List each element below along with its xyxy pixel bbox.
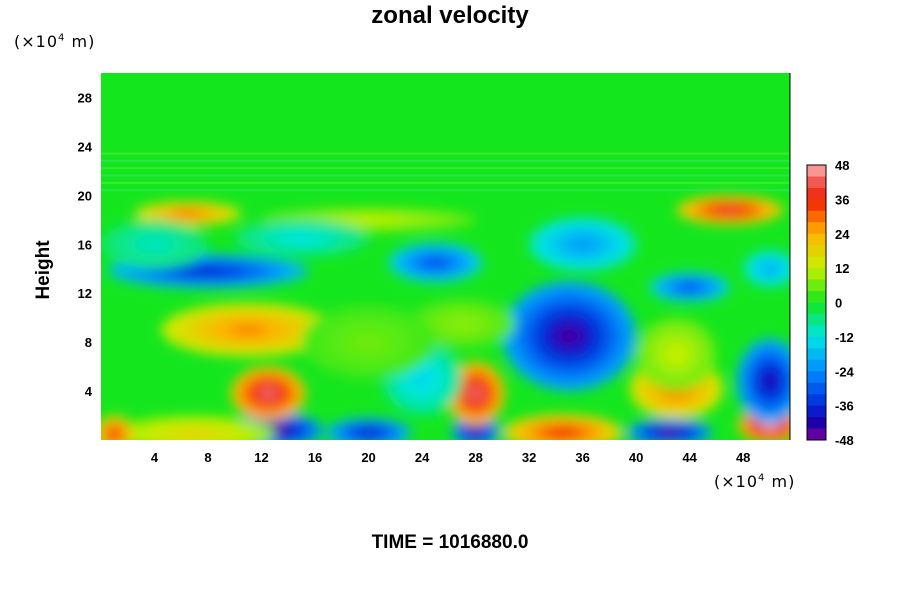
velocity-feature [668, 347, 685, 362]
colorbar-tick-label: 24 [835, 227, 850, 242]
x-tick-label: 48 [736, 450, 750, 465]
y-tick-label: 24 [78, 139, 93, 154]
colorbar-tick-label: 12 [835, 261, 849, 276]
velocity-feature [355, 334, 382, 350]
colorbar-tick-label: -24 [835, 364, 855, 379]
velocity-feature [661, 429, 679, 436]
colorbar-tick-label: 0 [835, 296, 842, 311]
y-tick-label: 4 [85, 384, 93, 399]
x-tick-label: 12 [254, 450, 268, 465]
colorbar-tick-label: -48 [835, 433, 854, 448]
colorbar-segment [807, 302, 826, 315]
colorbar-segment [807, 245, 826, 258]
velocity-feature [719, 207, 741, 213]
colorbar-segment [807, 382, 826, 395]
velocity-feature [764, 265, 776, 273]
velocity-feature [110, 430, 119, 438]
y-axis-unit: (×104 m) [14, 32, 96, 51]
velocity-feature [426, 258, 445, 267]
colorbar-segment [807, 279, 826, 292]
velocity-feature [550, 428, 575, 437]
y-tick-label: 28 [78, 90, 92, 105]
colorbar: 48 36 24 12 0 -12 -24 -36 -48 [806, 158, 855, 448]
colorbar-segment [807, 256, 826, 269]
colorbar-segment [807, 336, 826, 349]
x-tick-label: 36 [575, 450, 589, 465]
x-tick-label: 16 [308, 450, 322, 465]
colorbar-segment [807, 222, 826, 235]
velocity-feature [177, 211, 199, 217]
colorbar-segment [807, 405, 826, 418]
colorbar-segment [807, 210, 826, 223]
colorbar-tick-label: 48 [835, 158, 849, 173]
colorbar-segment [807, 199, 826, 212]
velocity-feature [451, 318, 473, 329]
y-tick-label: 16 [78, 237, 92, 252]
stratified-band [101, 189, 790, 192]
stratified-band [101, 181, 790, 184]
velocity-feature [470, 428, 481, 435]
colorbar-segment [807, 233, 826, 246]
x-tick-label: 44 [682, 450, 697, 465]
velocity-feature [763, 372, 777, 390]
stratified-band [101, 167, 790, 170]
velocity-feature [360, 429, 378, 436]
velocity-feature [230, 324, 266, 336]
colorbar-tick-label: -12 [835, 330, 854, 345]
x-tick-label: 20 [361, 450, 375, 465]
velocity-feature [187, 267, 229, 275]
stratified-band [101, 159, 790, 162]
chart-title: zonal velocity [371, 2, 529, 29]
x-tick-label: 24 [415, 450, 430, 465]
velocity-feature [347, 217, 390, 223]
stratified-band [101, 174, 790, 177]
colorbar-tick-label: 36 [835, 192, 849, 207]
velocity-feature [414, 371, 431, 387]
colorbar-segment [807, 428, 826, 441]
velocity-feature [555, 325, 583, 348]
colorbar-frame [806, 164, 827, 441]
colorbar-segment [807, 176, 826, 189]
velocity-feature [288, 234, 316, 242]
colorbar-segment [807, 187, 826, 200]
colorbar-segment [807, 371, 826, 384]
x-tick-label: 32 [522, 450, 536, 465]
x-tick-label: 40 [629, 450, 643, 465]
colorbar-segment [807, 325, 826, 338]
time-label: TIME = 1016880.0 [371, 532, 529, 553]
x-tick-label: 8 [204, 450, 211, 465]
velocity-feature [178, 430, 211, 438]
colorbar-segment [807, 268, 826, 281]
velocity-feature [143, 239, 166, 250]
colorbar-segment [807, 313, 826, 326]
colorbar-segment [807, 165, 826, 177]
y-tick-label: 12 [78, 286, 92, 301]
colorbar-segment [807, 291, 826, 303]
colorbar-segment [807, 417, 826, 430]
x-tick-label: 4 [151, 450, 159, 465]
x-tick-label: 28 [468, 450, 482, 465]
colorbar-segment [807, 394, 826, 407]
velocity-feature [681, 284, 698, 291]
colorbar-tick-label: -36 [835, 399, 854, 414]
velocity-feature [260, 388, 276, 399]
plot-area [101, 73, 790, 440]
colorbar-segment [807, 348, 826, 361]
velocity-feature [469, 387, 482, 400]
y-tick-label: 8 [85, 335, 92, 350]
y-tick-label: 20 [78, 188, 92, 203]
velocity-feature [571, 238, 594, 250]
stratified-band [101, 152, 790, 155]
colorbar-segment [807, 359, 826, 372]
x-axis-unit: (×104 m) [714, 472, 796, 491]
